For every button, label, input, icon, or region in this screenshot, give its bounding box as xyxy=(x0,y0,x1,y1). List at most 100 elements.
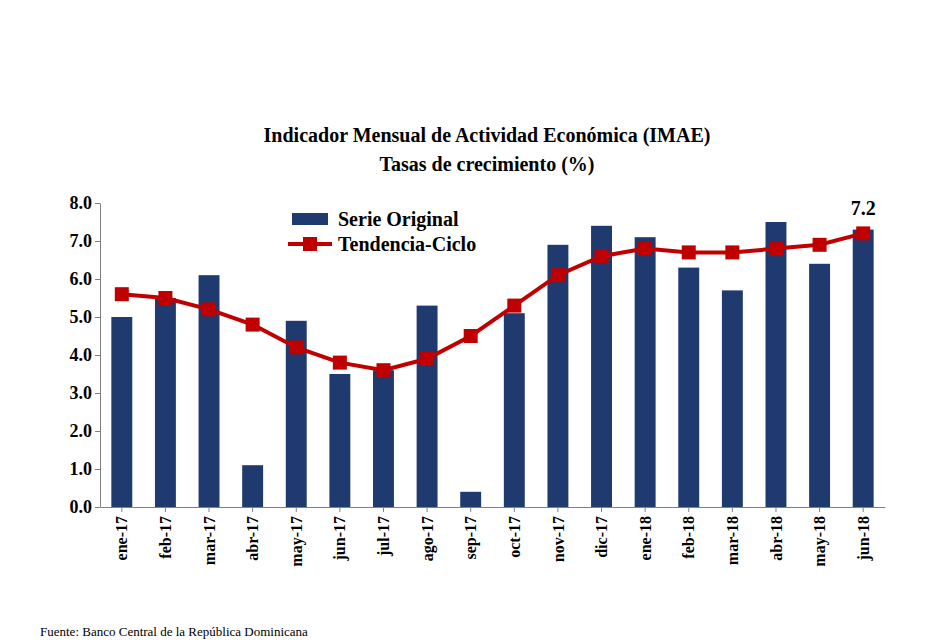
legend-swatch-marker xyxy=(303,237,317,251)
legend-item: Serie Original xyxy=(292,208,459,231)
bar xyxy=(591,226,612,507)
x-tick: ene-17 xyxy=(113,507,130,560)
x-tick-label: ene-18 xyxy=(637,516,654,560)
bar xyxy=(809,264,830,507)
x-axis-line xyxy=(101,507,886,508)
subtitle: Tasas de crecimiento (%) xyxy=(380,153,595,176)
bar xyxy=(417,306,438,507)
y-tick-label: 5.0 xyxy=(70,307,93,327)
marks xyxy=(111,222,873,507)
line-marker xyxy=(507,299,521,313)
x-tick: jul-17 xyxy=(375,507,393,557)
x-tick: sep-17 xyxy=(462,507,480,560)
line-marker xyxy=(856,226,870,240)
x-tick: abr-18 xyxy=(768,507,785,561)
x-tick-label: feb-17 xyxy=(157,516,174,559)
x-axis: ene-17 feb-17 mar-17 abr-17 may-17 jun-17 jul-… xyxy=(101,507,886,567)
y-tick-label: 0.0 xyxy=(70,497,93,517)
line-marker xyxy=(813,238,827,252)
y-axis-line xyxy=(100,204,101,508)
line-marker xyxy=(769,242,783,256)
bar xyxy=(635,237,656,507)
x-tick-mark xyxy=(775,507,776,512)
x-tick-mark xyxy=(514,507,515,512)
x-tick: nov-17 xyxy=(550,507,567,562)
bar xyxy=(547,245,568,507)
line-marker xyxy=(158,291,172,305)
x-tick-label: mar-17 xyxy=(201,516,218,565)
x-tick: oct-17 xyxy=(506,507,523,558)
x-tick: dic-17 xyxy=(593,507,610,558)
x-tick-label: ene-17 xyxy=(113,516,130,560)
legend-swatch xyxy=(292,213,328,225)
legend-item: Tendencia-Ciclo xyxy=(288,233,476,255)
x-tick-mark xyxy=(296,507,297,512)
x-tick: mar-18 xyxy=(724,507,741,565)
y-tick: 8.0 xyxy=(70,193,101,213)
x-tick: may-18 xyxy=(811,507,829,567)
x-tick-mark xyxy=(688,507,689,512)
x-tick-label: may-17 xyxy=(288,516,306,567)
x-tick-mark xyxy=(732,507,733,512)
y-tick-label: 3.0 xyxy=(70,383,93,403)
x-tick: abr-17 xyxy=(244,507,261,561)
bar xyxy=(373,370,394,507)
trend-line xyxy=(122,233,863,370)
y-tick-mark xyxy=(95,241,100,242)
line-marker xyxy=(246,318,260,332)
x-tick-mark xyxy=(252,507,253,512)
x-tick-mark xyxy=(165,507,166,512)
y-tick-label: 2.0 xyxy=(70,421,93,441)
bar xyxy=(460,492,481,507)
x-tick: ene-18 xyxy=(637,507,654,560)
y-tick-label: 1.0 xyxy=(70,459,93,479)
y-tick: 4.0 xyxy=(70,345,101,365)
x-tick-label: feb-18 xyxy=(680,516,697,559)
y-tick: 6.0 xyxy=(70,269,101,289)
x-tick-mark xyxy=(557,507,558,512)
y-tick-mark xyxy=(95,507,100,508)
x-tick-label: may-18 xyxy=(811,516,829,567)
x-tick: ago-17 xyxy=(419,507,437,561)
x-tick-label: mar-18 xyxy=(724,516,741,565)
line-marker xyxy=(333,356,347,370)
x-tick: jun-18 xyxy=(855,507,873,561)
bar xyxy=(242,465,263,507)
y-tick: 1.0 xyxy=(70,459,101,479)
x-tick-mark xyxy=(601,507,602,512)
legend-label: Tendencia-Ciclo xyxy=(338,233,476,255)
y-tick: 5.0 xyxy=(70,307,101,327)
x-tick-label: abr-18 xyxy=(768,516,785,561)
legend-label: Serie Original xyxy=(338,208,459,231)
y-tick-mark xyxy=(95,355,100,356)
line-marker xyxy=(464,329,478,343)
line-marker xyxy=(638,242,652,256)
x-tick: mar-17 xyxy=(201,507,218,565)
y-tick-label: 8.0 xyxy=(70,193,93,213)
bar xyxy=(678,268,699,507)
x-tick-mark xyxy=(470,507,471,512)
y-tick-mark xyxy=(95,431,100,432)
y-axis: 0.0 1.0 2.0 3.0 4.0 5.0 6.0 7.0 8.0 xyxy=(70,193,101,517)
y-tick: 0.0 xyxy=(70,497,101,517)
bar xyxy=(853,230,874,507)
x-tick-mark xyxy=(427,507,428,512)
y-tick-label: 4.0 xyxy=(70,345,93,365)
x-tick-mark xyxy=(209,507,210,512)
x-tick-mark xyxy=(121,507,122,512)
x-tick-label: jul-17 xyxy=(375,516,393,557)
line-marker xyxy=(595,249,609,263)
source: Fuente: Banco Central de la República Do… xyxy=(40,624,308,639)
y-tick-label: 7.0 xyxy=(70,231,93,251)
bar xyxy=(722,290,743,507)
y-tick-label: 6.0 xyxy=(70,269,93,289)
y-tick-mark xyxy=(95,469,100,470)
x-tick-mark xyxy=(863,507,864,512)
y-tick: 2.0 xyxy=(70,421,101,441)
y-tick-mark xyxy=(95,317,100,318)
x-tick-label: oct-17 xyxy=(506,516,523,558)
x-tick-mark xyxy=(383,507,384,512)
x-tick-label: ago-17 xyxy=(419,516,437,561)
y-tick-mark xyxy=(95,203,100,204)
x-tick: jun-17 xyxy=(331,507,349,561)
